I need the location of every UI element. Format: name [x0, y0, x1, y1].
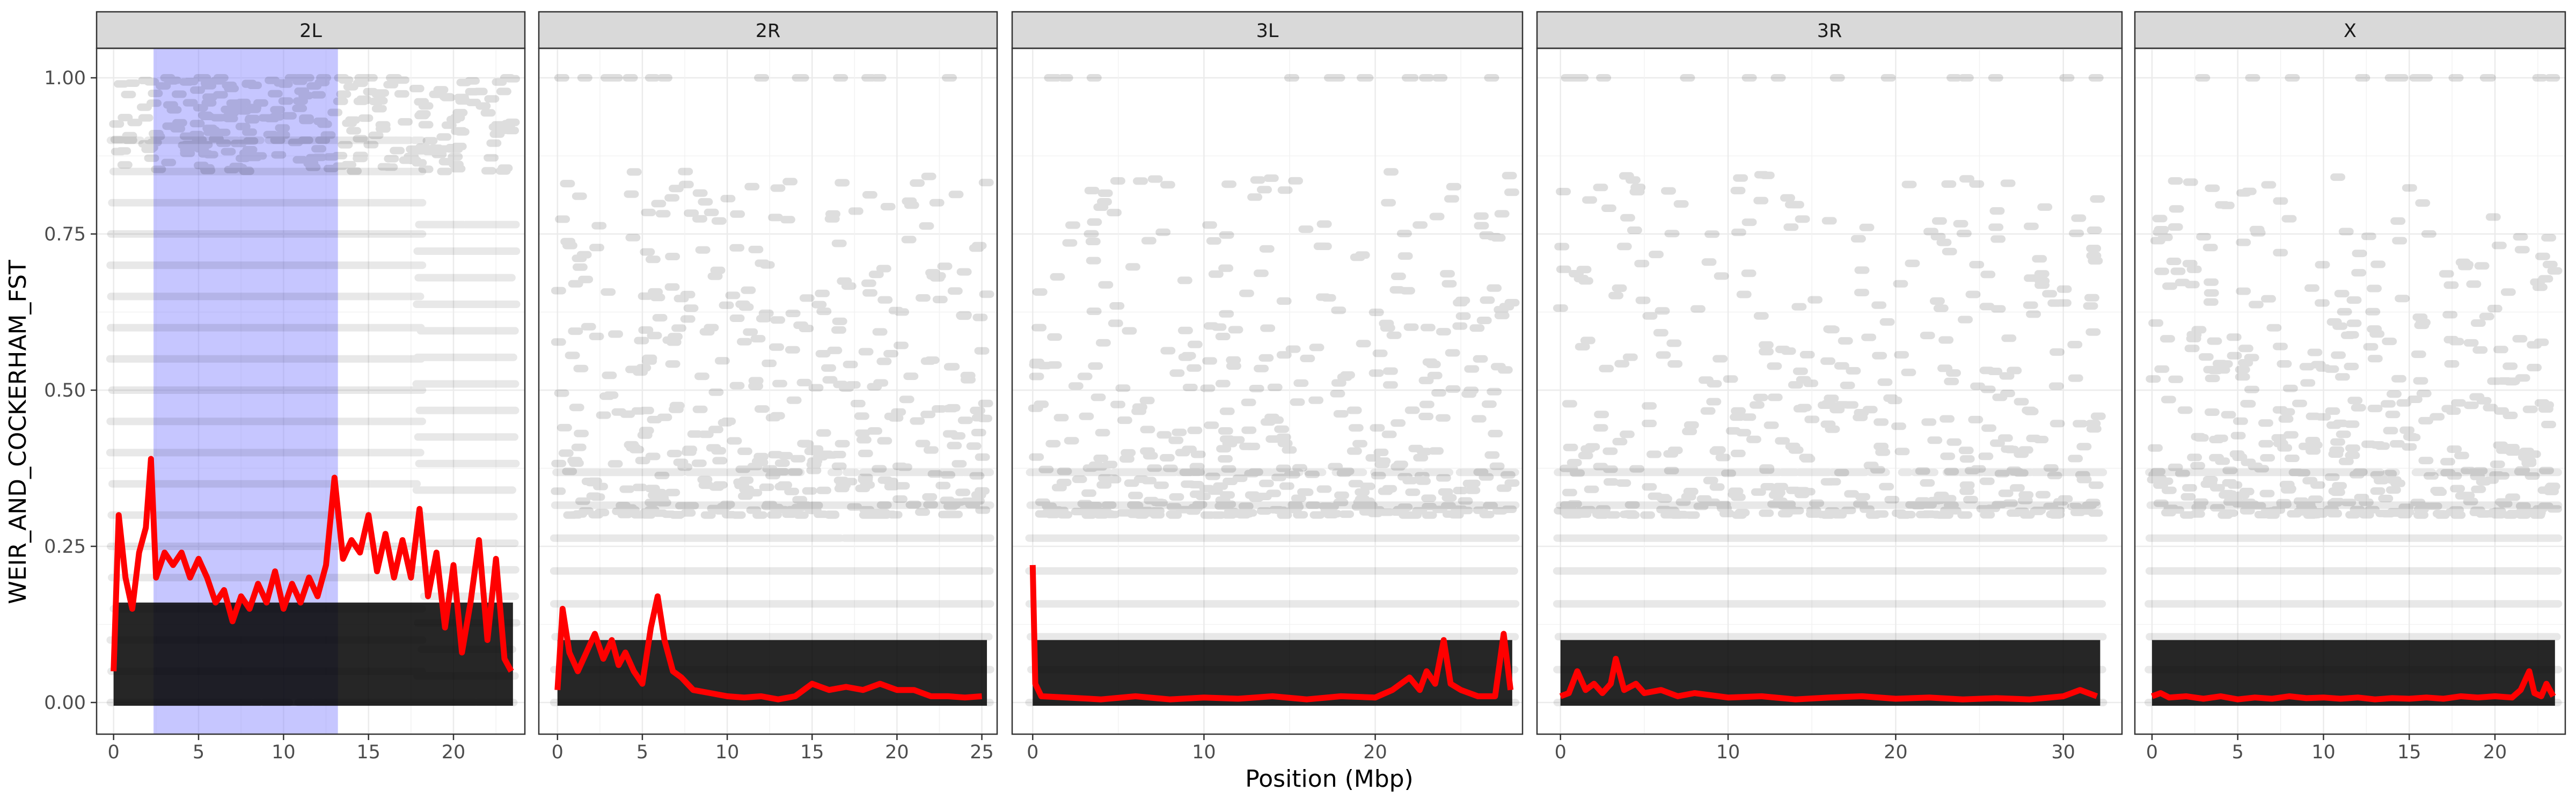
x-tick-label: 15 — [800, 742, 824, 763]
panel-grid — [539, 48, 997, 734]
x-tick-label: 20 — [885, 742, 909, 763]
y-tick-label: 0.50 — [44, 380, 86, 401]
x-tick-label: 15 — [2397, 742, 2421, 763]
x-tick-label: 20 — [2483, 742, 2507, 763]
scatter-outlier-points — [551, 74, 994, 519]
scatter-base-band — [113, 602, 513, 706]
y-tick-label: 0.75 — [44, 224, 86, 245]
scatter-outlier-points — [2146, 74, 2563, 519]
panel-strip-label: 2L — [299, 20, 322, 42]
x-tick-label: 0 — [108, 742, 120, 763]
x-axis-title: Position (Mbp) — [1245, 765, 1413, 793]
panels: 2L 0 5 10 15 20 0.00 0.25 0.50 0.75 1.00 2R 0 5 10 15 20… — [44, 11, 2566, 763]
y-axis-title: WEIR_AND_COCKERHAM_FST — [4, 260, 32, 604]
x-tick-label: 20 — [1884, 742, 1908, 763]
panel-2l: 2L 0 5 10 15 20 0.00 0.25 0.50 0.75 1.00 — [44, 11, 526, 763]
smoothed-fst-line — [1559, 656, 2098, 702]
x-tick-label: 5 — [2232, 742, 2244, 763]
x-tick-label: 15 — [356, 742, 380, 763]
smoothed-fst-line — [1029, 565, 1514, 702]
x-tick-label: 0 — [1027, 742, 1038, 763]
x-tick-label: 20 — [1363, 742, 1387, 763]
x-tick-label: 10 — [1192, 742, 1216, 763]
y-tick-label: 1.00 — [44, 68, 86, 89]
panel-strip — [1536, 11, 2123, 49]
scatter-base-band — [557, 640, 987, 706]
panel-2r: 2R 0 5 10 15 20 25 — [538, 11, 998, 763]
x-tick-label: 0 — [1555, 742, 1567, 763]
scatter-points — [550, 74, 994, 706]
panel-strip-label: 3R — [1817, 20, 1842, 42]
panel-3l: 3L 0 10 20 — [1011, 11, 1524, 763]
x-tick-label: 10 — [715, 742, 740, 763]
panel-border — [538, 47, 998, 735]
x-tick-label: 10 — [272, 742, 296, 763]
smoothed-fst-line — [111, 456, 514, 673]
panel-strip-label: 3L — [1256, 20, 1279, 42]
x-tick-label: 30 — [2051, 742, 2075, 763]
x-tick-label: 20 — [442, 742, 466, 763]
scatter-outlier-points — [1028, 74, 1520, 519]
scatter-outlier-points — [109, 74, 520, 175]
x-tick-label: 10 — [1716, 742, 1740, 763]
panel-grid — [1537, 48, 2122, 734]
x-tick-label: 0 — [552, 742, 564, 763]
panel-strip — [2134, 11, 2566, 49]
x-tick-label: 25 — [970, 742, 994, 763]
smoothed-fst-line — [554, 593, 982, 702]
panel-strip — [96, 11, 526, 49]
y-tick-label: 0.00 — [44, 692, 86, 714]
smoothed-fst-line — [2151, 668, 2556, 702]
x-tick-label: 10 — [2311, 742, 2336, 763]
panel-strip — [538, 11, 998, 49]
scatter-outlier-points — [1553, 74, 2106, 519]
x-tick-label: 5 — [636, 742, 648, 763]
panel-strip-label: 2R — [756, 20, 781, 42]
panel-grid — [2135, 48, 2565, 734]
x-tick-label: 0 — [2146, 742, 2158, 763]
panel-border — [1011, 47, 1524, 735]
panel-x: X 0 5 10 15 20 — [2134, 11, 2566, 763]
x-tick-label: 5 — [193, 742, 204, 763]
panel-border — [96, 47, 526, 735]
y-tick-label: 0.25 — [44, 536, 86, 558]
panel-border — [2134, 47, 2566, 735]
panel-strip-label: X — [2344, 20, 2357, 42]
panel-border — [1536, 47, 2123, 735]
panel-3r: 3R 0 10 20 30 — [1536, 11, 2123, 763]
scatter-points — [2145, 74, 2563, 706]
